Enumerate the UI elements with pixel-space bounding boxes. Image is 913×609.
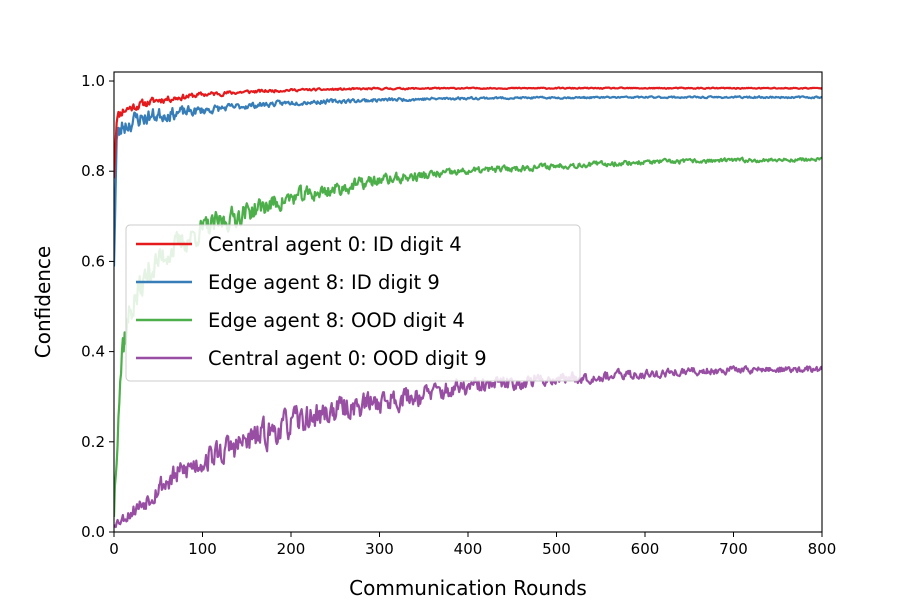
x-axis-label: Communication Rounds: [349, 576, 587, 600]
x-tick-label: 200: [277, 540, 306, 558]
y-tick-label: 0.0: [81, 523, 105, 541]
legend: Central agent 0: ID digit 4 Edge agent 8:…: [125, 224, 581, 382]
series-line-1: [114, 86, 822, 179]
y-tick-label: 0.2: [81, 433, 105, 451]
x-tick-label: 400: [454, 540, 483, 558]
y-tick-label: 0.6: [81, 252, 105, 270]
x-tick-label: 0: [109, 540, 119, 558]
series-layer: [114, 86, 822, 529]
x-tick-label: 700: [719, 540, 748, 558]
y-tick-label: 1.0: [81, 72, 105, 90]
x-tick-label: 800: [808, 540, 837, 558]
legend-label: Edge agent 8: OOD digit 4: [208, 309, 465, 332]
legend-label: Central agent 0: OOD digit 9: [208, 347, 487, 370]
legend-label: Central agent 0: ID digit 4: [208, 233, 462, 256]
x-tick-label: 500: [542, 540, 571, 558]
legend-box: [125, 224, 581, 382]
y-tick-label: 0.4: [81, 343, 105, 361]
legend-label: Edge agent 8: ID digit 9: [208, 271, 440, 294]
series-line-2: [114, 95, 822, 267]
x-tick-label: 100: [188, 540, 217, 558]
x-tick-label: 600: [631, 540, 660, 558]
x-tick-label: 300: [365, 540, 394, 558]
series-line-3: [114, 156, 822, 517]
axes-layer: 0 100 200 300 400 500 600 700 800 0.0 0.2 0.4 0.6 0.8…: [31, 71, 837, 600]
y-tick-label: 0.8: [81, 162, 105, 180]
series-line-4: [114, 365, 822, 529]
y-axis-label: Confidence: [31, 246, 55, 358]
